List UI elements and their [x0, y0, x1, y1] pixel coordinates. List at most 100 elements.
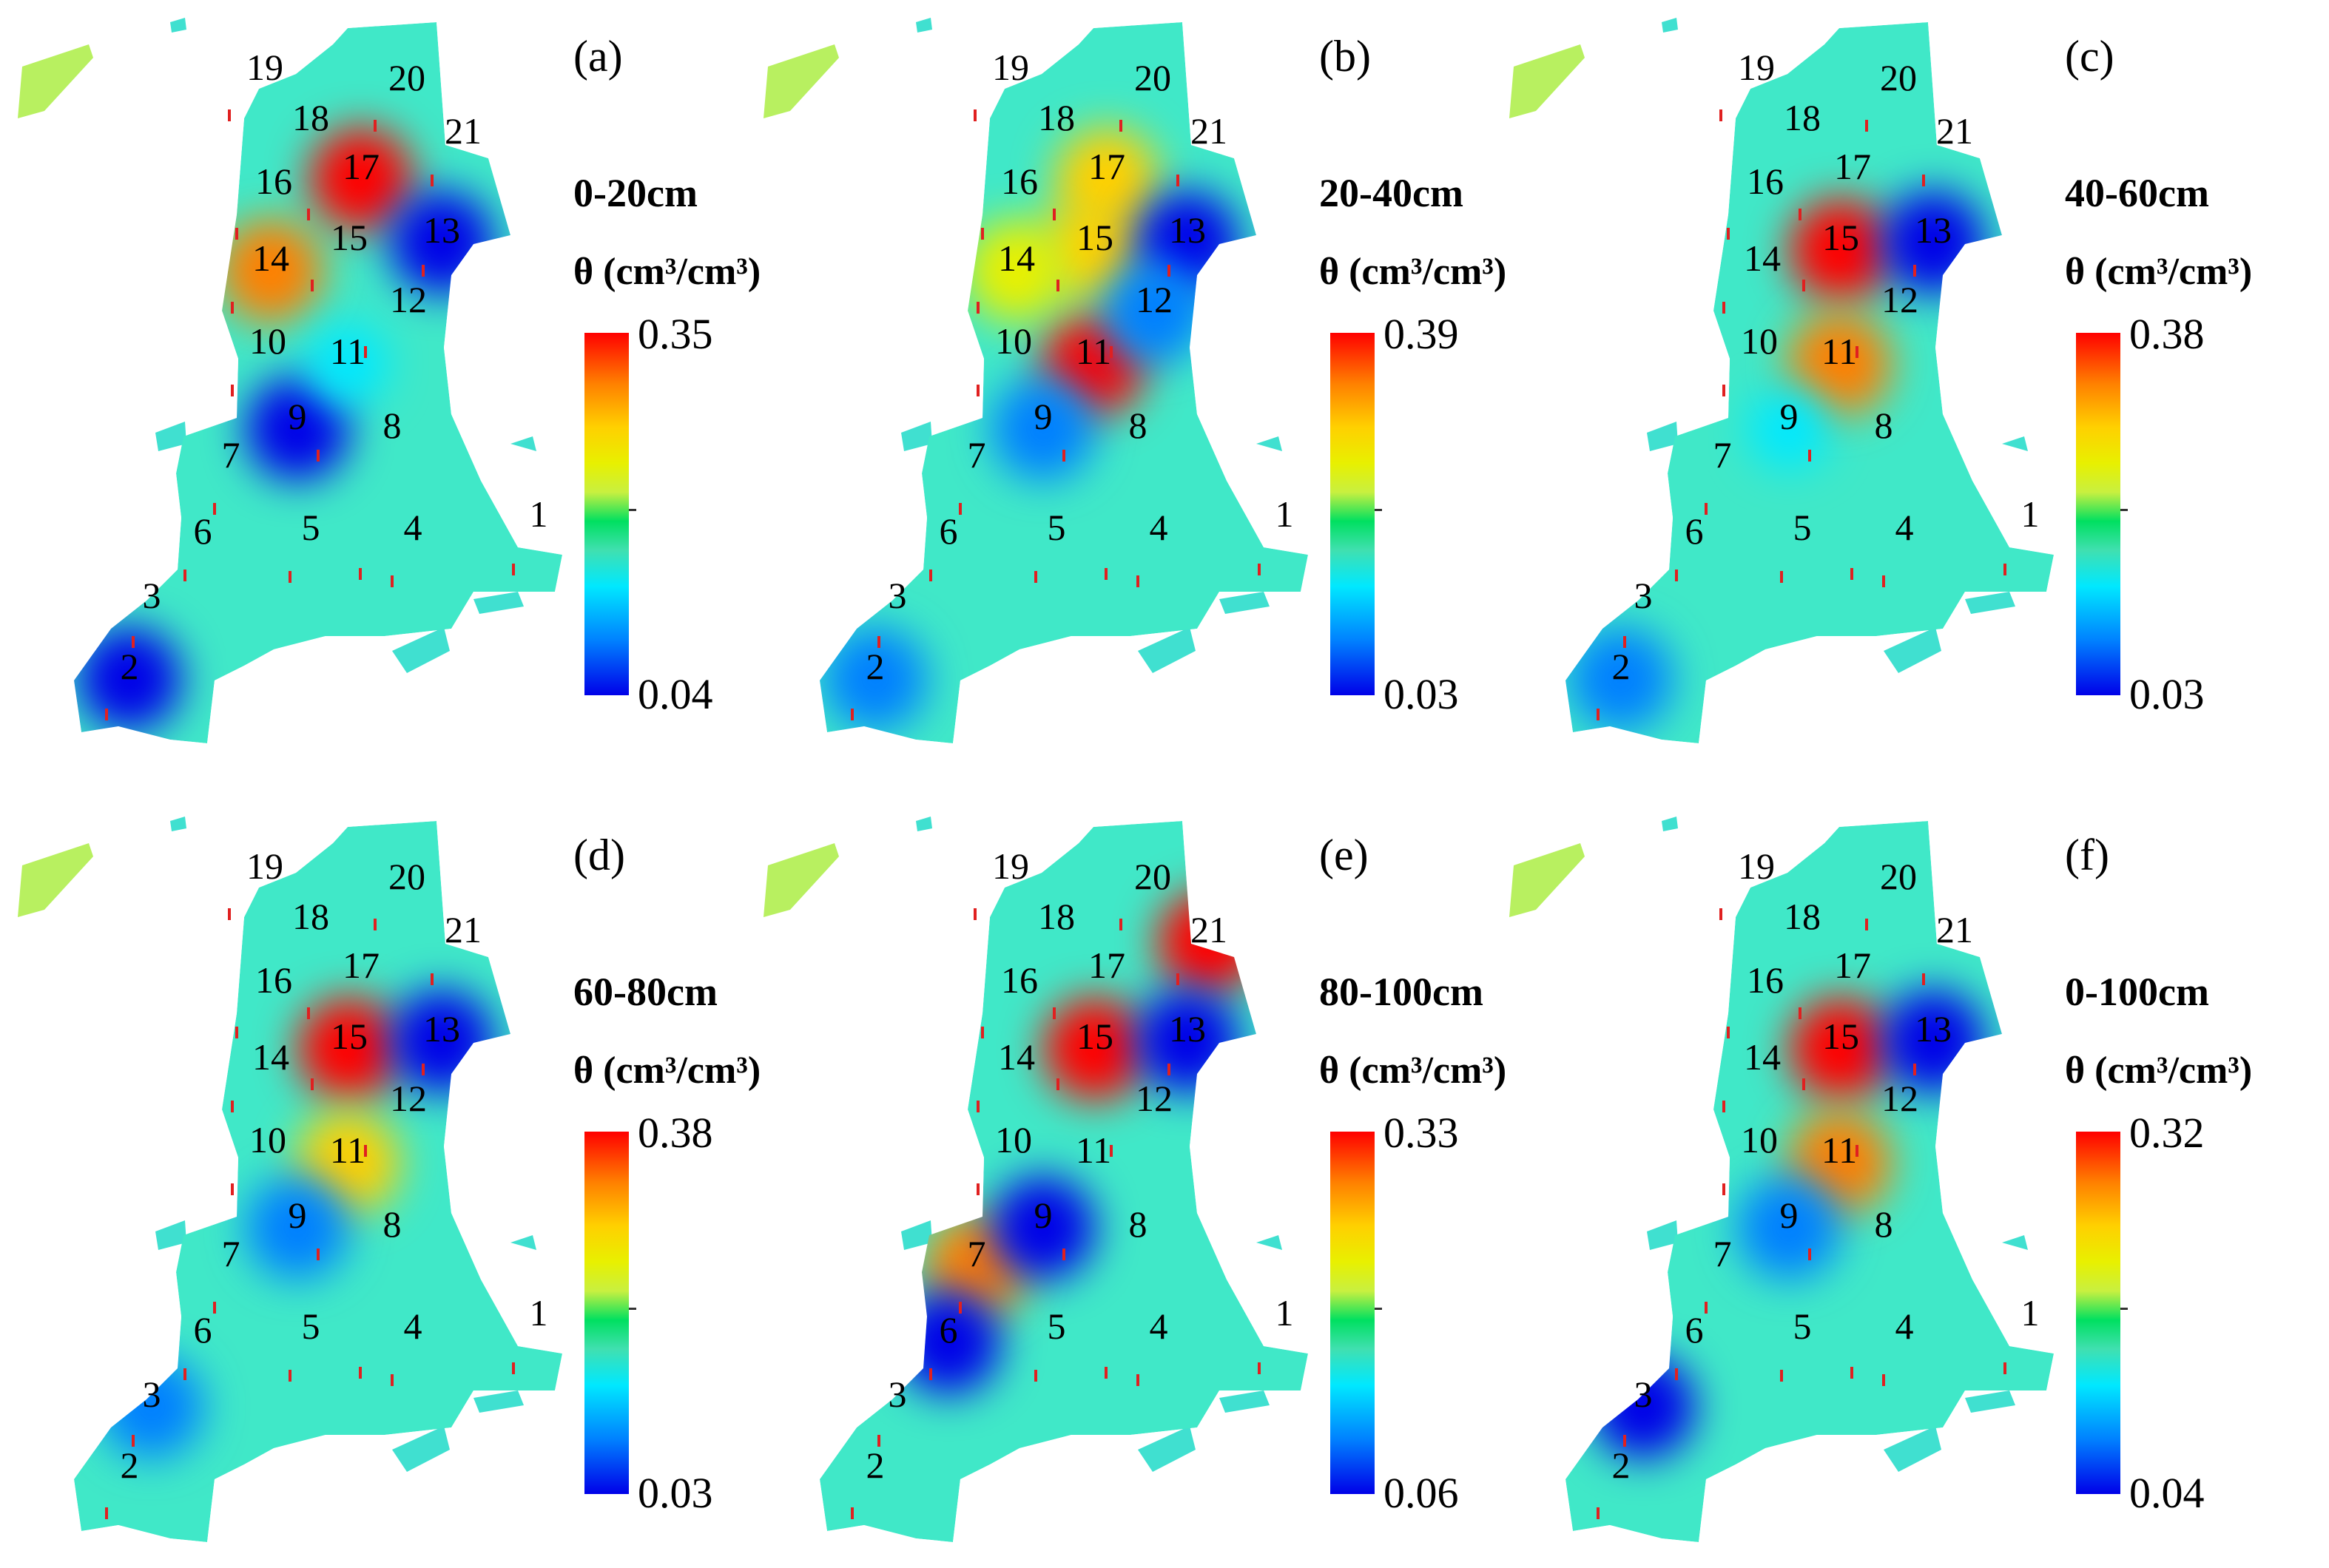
island-shape: [2002, 436, 2028, 451]
sample-point-marker: [1053, 209, 1056, 220]
sample-point-marker: [512, 564, 515, 575]
unit-label: θ (cm³/cm³): [573, 1050, 761, 1092]
sample-point-marker: [1623, 1435, 1626, 1447]
sample-point-marker: [1727, 228, 1730, 240]
map-panel-b: 1 2 3 4 5 6 7 8 9 10 11 12 13 14 15 16 17 18 19 20 21 (b) 20-4…: [746, 0, 1515, 769]
sample-point-marker: [974, 908, 977, 920]
site-label-4: 4: [1895, 1305, 1914, 1347]
site-label-19: 19: [1738, 845, 1775, 887]
site-label-7: 7: [968, 434, 986, 476]
site-label-19: 19: [246, 845, 283, 887]
island-shape: [392, 627, 450, 673]
site-label-16: 16: [1001, 959, 1038, 1001]
unit-label: θ (cm³/cm³): [1319, 251, 1507, 293]
sample-point-marker: [422, 265, 425, 277]
sample-point-marker: [317, 1248, 320, 1260]
colorbar-tick: [629, 1308, 636, 1310]
hotspot-site-11: [307, 323, 388, 405]
island-shape: [1138, 627, 1196, 673]
sample-point-marker: [981, 1027, 984, 1038]
site-label-1: 1: [2021, 493, 2040, 535]
island-shape: [473, 592, 524, 614]
island-shape: [1965, 1390, 2015, 1413]
site-label-1: 1: [1275, 493, 1294, 535]
site-label-16: 16: [1747, 959, 1784, 1001]
sample-point-marker: [1850, 568, 1853, 580]
unit-label: θ (cm³/cm³): [573, 251, 761, 293]
colorbar: [2076, 1132, 2120, 1494]
sample-point-marker: [851, 1507, 854, 1519]
site-label-17: 17: [1088, 146, 1125, 187]
site-label-11: 11: [330, 331, 365, 372]
sample-point-marker: [1722, 302, 1725, 314]
sample-point-marker: [1675, 1368, 1678, 1380]
site-label-14: 14: [1744, 237, 1781, 279]
colorbar-max-label: 0.35: [638, 310, 713, 358]
hotspot-site-9: [991, 377, 1095, 481]
colorbar-min-label: 0.03: [2129, 670, 2205, 718]
site-label-17: 17: [1088, 944, 1125, 986]
depth-label: 20-40cm: [1319, 171, 1463, 215]
sample-point-marker: [1258, 564, 1261, 575]
site-label-10: 10: [995, 1119, 1032, 1160]
colorbar-max-label: 0.39: [1383, 310, 1459, 358]
colorbar-max-label: 0.38: [638, 1109, 713, 1157]
depth-label: 0-20cm: [573, 171, 698, 215]
island-shape: [1256, 1235, 1282, 1250]
site-label-13: 13: [423, 1008, 460, 1050]
sample-point-marker: [1856, 1145, 1858, 1157]
sample-point-marker: [391, 1374, 394, 1386]
sample-point-marker: [1882, 575, 1885, 587]
site-label-12: 12: [1881, 279, 1918, 320]
sample-point-marker: [1780, 1370, 1783, 1382]
sample-point-marker: [1105, 568, 1108, 580]
site-label-2: 2: [1612, 1444, 1631, 1486]
site-label-12: 12: [390, 1078, 427, 1119]
site-label-18: 18: [1038, 97, 1075, 138]
sample-point-marker: [391, 575, 394, 587]
sample-point-marker: [1922, 973, 1925, 985]
island-shape: [155, 1220, 186, 1250]
colorbar: [1330, 333, 1375, 695]
site-label-5: 5: [302, 507, 320, 548]
site-label-11: 11: [1821, 1129, 1857, 1171]
site-label-8: 8: [1875, 405, 1893, 446]
island-shape: [473, 1390, 524, 1413]
site-label-18: 18: [1038, 896, 1075, 937]
island-shape: [1138, 1426, 1196, 1472]
sample-point-marker: [213, 503, 216, 515]
site-label-19: 19: [992, 47, 1029, 88]
colorbar-max-label: 0.38: [2129, 310, 2205, 358]
colorbar-max-label: 0.32: [2129, 1109, 2205, 1157]
colorbar: [1330, 1132, 1375, 1494]
site-label-17: 17: [1834, 944, 1871, 986]
site-label-6: 6: [1685, 510, 1704, 552]
colorbar-tick: [2120, 1308, 2128, 1310]
site-label-7: 7: [1713, 434, 1732, 476]
sample-point-marker: [317, 450, 320, 462]
site-label-17: 17: [1834, 146, 1871, 187]
island-shape: [764, 843, 839, 917]
site-label-18: 18: [292, 896, 329, 937]
site-label-13: 13: [423, 209, 460, 251]
island-shape: [916, 817, 932, 831]
island-shape: [510, 436, 536, 451]
island-shape: [170, 817, 186, 831]
sample-point-marker: [929, 1368, 932, 1380]
colorbar-min-label: 0.03: [638, 1469, 713, 1517]
sample-point-marker: [431, 973, 434, 985]
sample-point-marker: [183, 1368, 186, 1380]
sample-point-marker: [1597, 709, 1600, 720]
sample-point-marker: [1722, 1101, 1725, 1112]
site-label-11: 11: [1076, 331, 1111, 372]
site-label-16: 16: [255, 160, 292, 202]
site-label-15: 15: [1076, 1016, 1113, 1057]
site-label-17: 17: [343, 944, 380, 986]
sample-point-marker: [1913, 265, 1916, 277]
site-label-9: 9: [289, 1194, 307, 1236]
site-label-11: 11: [1821, 331, 1857, 372]
site-label-20: 20: [1134, 856, 1171, 897]
island-shape: [1884, 1426, 1941, 1472]
